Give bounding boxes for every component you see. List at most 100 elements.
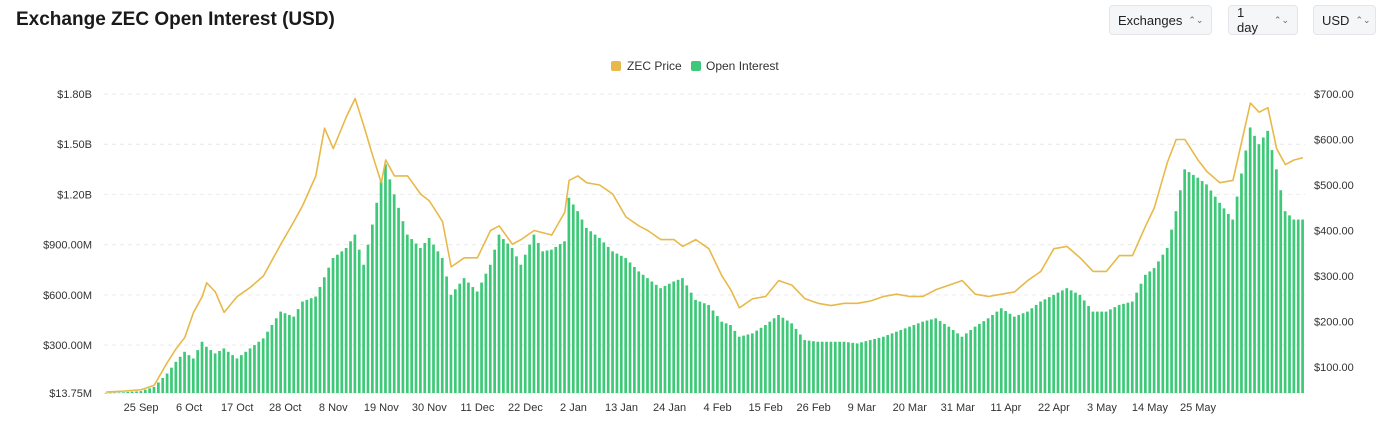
open-interest-bar [480, 282, 483, 393]
open-interest-bar [148, 388, 151, 393]
open-interest-bar [886, 335, 890, 393]
open-interest-bar [1235, 196, 1239, 393]
right-axis-tick: $100.00 [1314, 362, 1354, 374]
open-interest-bar [178, 356, 182, 393]
x-axis-tick: 25 May [1180, 402, 1217, 414]
x-axis-tick: 14 May [1132, 402, 1169, 414]
open-interest-bar [1157, 261, 1160, 393]
right-axis-tick: $400.00 [1314, 226, 1354, 238]
left-axis-ticks: $1.80B $1.50B $1.20B $900.00M $600.00M $300.0… [43, 89, 92, 400]
open-interest-bar [1270, 150, 1274, 393]
open-interest-bar [895, 331, 898, 393]
open-interest-bars [104, 127, 1304, 394]
open-interest-bar [899, 330, 903, 393]
open-interest-bar [157, 382, 160, 393]
open-interest-bar [729, 325, 732, 393]
open-interest-bar [506, 243, 510, 393]
x-axis-tick: 24 Jan [653, 402, 686, 414]
open-interest-bar [497, 234, 501, 393]
open-interest-bar [637, 271, 641, 393]
open-interest-bar [244, 351, 248, 393]
open-interest-bar [567, 197, 571, 393]
open-interest-bar [1288, 215, 1291, 393]
open-interest-bar [1043, 299, 1047, 393]
x-axis-tick: 25 Sep [124, 402, 159, 414]
open-interest-bar [484, 273, 488, 393]
open-interest-bar [279, 311, 282, 393]
currency-select[interactable]: USD ⌃⌄ [1313, 5, 1376, 35]
open-interest-bar [816, 341, 820, 393]
open-interest-bar [781, 317, 785, 393]
open-interest-bar [1065, 288, 1069, 393]
open-interest-bar [951, 330, 955, 393]
open-interest-bar [794, 328, 798, 393]
open-interest-bar [812, 341, 815, 393]
open-interest-bar [1279, 190, 1283, 393]
open-interest-bar [318, 286, 322, 393]
open-interest-bar [1052, 294, 1056, 393]
open-interest-bar [130, 391, 134, 393]
open-interest-bar [685, 285, 689, 393]
open-interest-bar [1104, 311, 1108, 393]
open-interest-bar [764, 325, 767, 393]
x-axis-tick: 28 Oct [269, 402, 301, 414]
open-interest-bar [890, 333, 894, 393]
open-interest-bar [646, 278, 649, 393]
open-interest-bar [432, 244, 435, 393]
open-interest-bar [1222, 208, 1226, 393]
open-interest-bar [755, 330, 759, 393]
open-interest-bar [873, 338, 876, 393]
open-interest-bar [724, 323, 728, 393]
open-interest-bar [510, 248, 514, 393]
open-interest-bar [925, 320, 929, 393]
open-interest-bar [943, 323, 946, 393]
open-interest-bar [174, 361, 178, 393]
zec-price-line [106, 97, 1304, 393]
open-interest-bar [628, 262, 632, 393]
open-interest-bar [113, 392, 117, 394]
open-interest-bar [126, 392, 130, 393]
open-interest-bar [650, 281, 654, 393]
open-interest-bar [916, 323, 920, 393]
open-interest-bar [1187, 172, 1191, 393]
open-interest-bar [750, 333, 754, 393]
open-interest-bar [777, 314, 780, 393]
open-interest-bar [772, 318, 776, 393]
x-axis-tick: 4 Feb [704, 402, 732, 414]
open-interest-bar [117, 392, 121, 393]
open-interest-bar [104, 392, 108, 394]
open-interest-bar [978, 323, 981, 393]
open-interest-bar [1109, 309, 1112, 393]
open-interest-bar [336, 254, 339, 393]
open-interest-bar [1301, 219, 1304, 393]
left-axis-tick: $1.20B [57, 189, 92, 201]
open-interest-bar [322, 277, 326, 393]
open-interest-bar [737, 336, 741, 393]
open-interest-bar [973, 326, 977, 393]
open-interest-bar [1056, 292, 1060, 393]
open-interest-bar [170, 367, 173, 393]
interval-select-label: 1 day [1237, 5, 1258, 35]
open-interest-bar [654, 284, 658, 393]
interval-select[interactable]: 1 day ⌃⌄ [1228, 5, 1298, 35]
open-interest-bar [733, 330, 737, 393]
open-interest-bar [196, 350, 200, 393]
open-interest-bar [864, 341, 868, 393]
x-axis-tick: 3 May [1087, 402, 1117, 414]
open-interest-bar [611, 251, 614, 393]
open-interest-bar [838, 341, 842, 393]
open-interest-bar [912, 325, 916, 393]
legend-label-zec-price: ZEC Price [627, 59, 682, 73]
exchanges-select[interactable]: Exchanges ⌃⌄ [1109, 5, 1212, 35]
open-interest-bar [231, 355, 234, 393]
open-interest-bar [414, 243, 418, 393]
left-axis-tick: $300.00M [43, 340, 92, 352]
exchanges-select-label: Exchanges [1118, 12, 1183, 28]
open-interest-bar [122, 392, 125, 393]
open-interest-bar [384, 164, 387, 393]
open-interest-bar [833, 341, 837, 393]
open-interest-bar [803, 340, 807, 393]
open-interest-bar [462, 278, 466, 393]
open-interest-bar [209, 350, 213, 393]
